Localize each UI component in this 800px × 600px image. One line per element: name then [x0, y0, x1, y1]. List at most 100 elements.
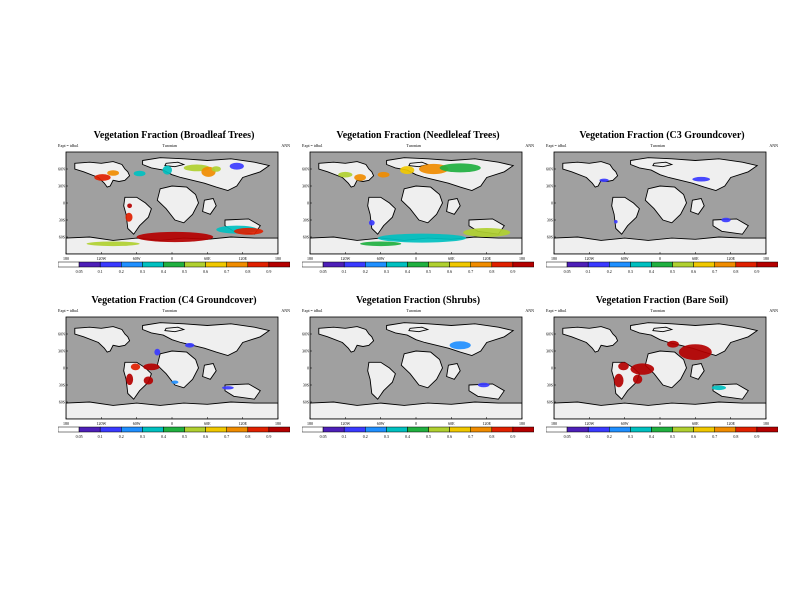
colorbar-tick-label: 0.9 — [510, 269, 515, 274]
lat-label: 60S — [59, 235, 65, 240]
colorbar: 0.05 0.1 0.2 0.3 0.4 0.5 0.6 0.7 0.8 0.9 — [302, 426, 534, 439]
colorbar-tick-label: 0.05 — [320, 269, 327, 274]
lon-label: 0 — [659, 421, 661, 426]
panel-subtitle: Expt = tdba1 Turonian ANN — [302, 308, 534, 316]
colorbar-swatch — [756, 261, 778, 268]
lon-label: 180 — [763, 421, 769, 426]
lon-label: 60E — [692, 421, 699, 426]
colorbar-swatch — [184, 261, 206, 268]
colorbar-swatch — [609, 426, 631, 433]
colorbar-tick-label: 0.8 — [489, 269, 494, 274]
land-antarctica — [66, 401, 278, 419]
colorbar-tick-label: 0.1 — [98, 269, 103, 274]
colorbar-tick-label: 0.7 — [712, 269, 717, 274]
colorbar-tick-label: 0.7 — [468, 434, 473, 439]
lat-label: 30N — [58, 184, 65, 189]
experiment-label: Expt = tdba1 — [302, 308, 323, 313]
colorbar-tick-label: 0.9 — [266, 434, 271, 439]
vegetation-fraction-area — [162, 165, 172, 175]
colorbar-swatch — [322, 261, 345, 268]
colorbar-swatch — [58, 426, 80, 433]
colorbar-swatch — [163, 261, 185, 268]
vegetation-fraction-area — [599, 178, 609, 182]
land-africa — [644, 185, 687, 224]
lon-label: 120W — [96, 421, 106, 426]
colorbar-swatch — [142, 426, 164, 433]
colorbar-swatch — [184, 426, 206, 433]
land-arctic-islands — [164, 326, 186, 333]
colorbar-swatch — [714, 426, 737, 433]
vegetation-fraction-area — [667, 340, 679, 348]
colorbar-swatch — [78, 261, 101, 268]
colorbar-swatch — [672, 261, 694, 268]
colorbar-swatch — [343, 426, 366, 433]
colorbar-swatch — [407, 261, 429, 268]
colorbar-swatch — [365, 261, 387, 268]
vegetation-fraction-area — [229, 162, 244, 170]
vegetation-fraction-area — [449, 341, 471, 350]
lon-label: 60E — [448, 421, 455, 426]
vegetation-fraction-area — [614, 220, 618, 224]
season-label: ANN — [281, 308, 290, 313]
colorbar-swatch — [735, 261, 758, 268]
season-label: ANN — [525, 143, 534, 148]
lon-label: 120E — [726, 421, 735, 426]
colorbar-tick-label: 0.3 — [384, 434, 389, 439]
colorbar-swatch — [672, 426, 694, 433]
colorbar-swatch — [491, 261, 514, 268]
lon-label: 180 — [519, 256, 525, 261]
colorbar-tick-label: 0.6 — [447, 434, 452, 439]
colorbar-tick-label: 0.8 — [733, 434, 738, 439]
colorbar-tick-label: 0.4 — [161, 434, 166, 439]
map-canvas: 60N 30N 0 30S 60S 180 120W 60W 0 60E 120E 180 — [546, 316, 769, 426]
land-africa — [400, 350, 443, 389]
lat-label: 30S — [547, 218, 553, 223]
colorbar-tick-label: 0.05 — [564, 434, 571, 439]
land-north-america — [562, 326, 619, 353]
colorbar-swatch — [449, 261, 471, 268]
land-arctic-islands — [164, 161, 186, 168]
land-india — [446, 197, 461, 215]
map-canvas: 60N 30N 0 30S 60S 180 120W 60W 0 60E 120E 180 — [58, 316, 281, 426]
lat-label: 60N — [302, 167, 309, 172]
lon-label: 0 — [415, 421, 417, 426]
vegetation-fraction-area — [721, 217, 731, 223]
colorbar-tick-label: 0.8 — [733, 269, 738, 274]
colorbar-swatch — [693, 426, 715, 433]
colorbar: 0.05 0.1 0.2 0.3 0.4 0.5 0.6 0.7 0.8 0.9 — [58, 261, 290, 274]
colorbar-swatch — [205, 261, 227, 268]
panel-subtitle: Expt = tdba1 Turonian ANN — [546, 143, 778, 151]
land-australia — [468, 383, 505, 400]
colorbar-tick-label: 0.5 — [670, 434, 675, 439]
colorbar-swatch — [651, 261, 673, 268]
vegetation-fraction-area — [368, 220, 375, 226]
colorbar-tick-label: 0.8 — [245, 434, 250, 439]
lat-label: 30S — [303, 218, 309, 223]
colorbar-swatch — [546, 261, 568, 268]
vegetation-fraction-area — [107, 170, 119, 176]
vegetation-fraction-area — [222, 386, 234, 390]
colorbar-tick-label: 0.5 — [426, 269, 431, 274]
lon-label: 60W — [133, 421, 141, 426]
map-canvas: 60N 30N 0 30S 60S 180 120W 60W 0 60E 120E 180 — [58, 151, 281, 261]
panel-subtitle: Expt = tdba1 Turonian ANN — [58, 308, 290, 316]
colorbar-tick-label: 0.3 — [140, 434, 145, 439]
colorbar-tick-label: 0.9 — [510, 434, 515, 439]
colorbar-swatch — [226, 426, 249, 433]
colorbar-tick-label: 0.05 — [76, 269, 83, 274]
lon-label: 120E — [726, 256, 735, 261]
colorbar-tick-label: 0.4 — [161, 269, 166, 274]
lon-label: 120W — [584, 421, 594, 426]
land-australia — [712, 218, 749, 235]
vegetation-fraction-area — [125, 212, 133, 222]
panel-subtitle: Expt = tdba1 Turonian ANN — [546, 308, 778, 316]
land-south-america — [367, 196, 396, 235]
vegetation-fraction-area — [711, 385, 726, 391]
colorbar-swatch — [470, 426, 493, 433]
vegetation-fraction-area — [143, 363, 160, 371]
lat-label: 60S — [547, 235, 553, 240]
lon-label: 180 — [275, 421, 281, 426]
colorbar: 0.05 0.1 0.2 0.3 0.4 0.5 0.6 0.7 0.8 0.9 — [546, 261, 778, 274]
panel-subtitle: Expt = tdba1 Turonian ANN — [302, 143, 534, 151]
colorbar-tick-label: 0.3 — [384, 269, 389, 274]
